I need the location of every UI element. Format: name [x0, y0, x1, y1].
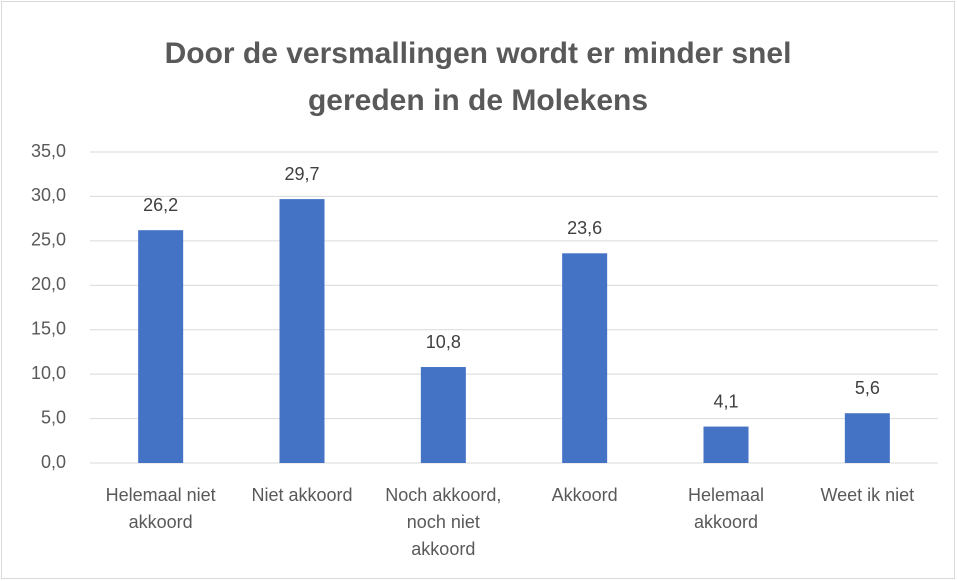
- x-tick-label: Niet akkoord: [251, 485, 353, 505]
- y-tick-label: 35,0: [31, 141, 66, 161]
- y-tick-label: 0,0: [41, 452, 66, 472]
- bar: [279, 199, 325, 463]
- y-tick-label: 30,0: [31, 185, 66, 205]
- bar: [703, 426, 749, 463]
- y-tick-label: 5,0: [41, 407, 66, 427]
- data-label: 4,1: [713, 391, 738, 411]
- data-label: 10,8: [426, 332, 461, 352]
- bar: [138, 230, 184, 463]
- x-tick-label: Helemaal niet akkoord: [105, 485, 216, 532]
- y-tick-label: 20,0: [31, 274, 66, 294]
- x-tick-label: Weet ik niet: [820, 485, 915, 505]
- x-tick-label: Helemaal akkoord: [687, 485, 765, 532]
- y-tick-label: 15,0: [31, 318, 66, 338]
- bar: [420, 367, 466, 463]
- data-label: 26,2: [143, 195, 178, 215]
- chart-title: Door de versmallingen wordt er minder sn…: [164, 37, 792, 117]
- data-label: 5,6: [855, 378, 880, 398]
- data-label: 29,7: [284, 164, 319, 184]
- x-tick-label: Akkoord: [551, 485, 618, 505]
- bar: [562, 253, 608, 463]
- y-tick-label: 25,0: [31, 230, 66, 250]
- x-tick-label: Noch akkoord, noch niet akkoord: [385, 485, 502, 559]
- y-tick-label: 10,0: [31, 363, 66, 383]
- bar: [844, 413, 890, 463]
- data-label: 23,6: [567, 218, 602, 238]
